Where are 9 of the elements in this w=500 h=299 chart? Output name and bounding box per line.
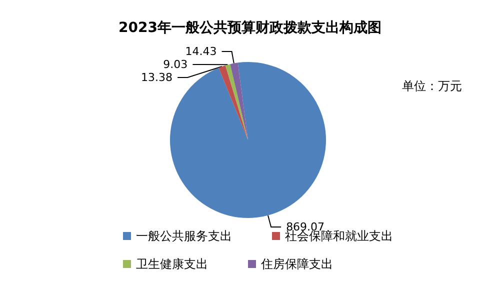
chart-title: 2023年一般公共预算财政拨款支出构成图	[118, 20, 382, 36]
data-label: 14.43	[185, 44, 217, 58]
data-label: 13.38	[141, 70, 173, 84]
text: 单位：万元	[402, 79, 462, 93]
legend-label: 一般公共服务支出	[136, 229, 232, 243]
legend-label: 社会保障和就业支出	[285, 229, 393, 243]
data-label: 9.03	[163, 58, 188, 71]
legend-label: 住房保障支出	[260, 257, 333, 271]
legend-label: 卫生健康支出	[136, 257, 208, 271]
